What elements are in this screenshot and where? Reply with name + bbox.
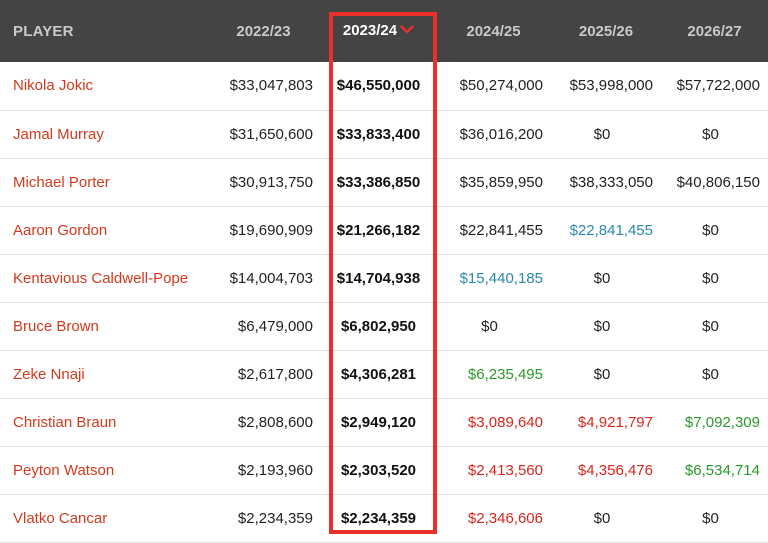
salary-cell-2025-26: $4,921,797 bbox=[577, 413, 653, 431]
salary-cell-2026-27: $7,092,309 bbox=[684, 413, 760, 431]
table-row: Nikola Jokic $33,047,803 $46,550,000 $50,27… bbox=[0, 62, 768, 110]
player-name-link[interactable]: Zeke Nnaji bbox=[13, 365, 85, 383]
salary-cell-2022-23: $2,193,960 bbox=[237, 461, 313, 479]
salary-cell-2025-26: $0 bbox=[593, 509, 611, 527]
salary-cell-2023-24: $6,802,950 bbox=[340, 317, 417, 335]
player-name-link[interactable]: Aaron Gordon bbox=[13, 221, 108, 239]
salary-cell-2025-26: $4,356,476 bbox=[577, 461, 653, 479]
salary-cell-2026-27: $0 bbox=[702, 125, 719, 143]
salary-cell-2024-25: $2,413,560 bbox=[467, 461, 543, 479]
salary-cell-2024-25: $50,274,000 bbox=[459, 77, 543, 95]
salary-cell-2025-26: $53,998,000 bbox=[569, 77, 653, 95]
player-name-link[interactable]: Vlatko Cancar bbox=[13, 509, 108, 527]
column-header-player[interactable]: PLAYER bbox=[13, 22, 74, 40]
salary-cell-2024-25: $2,346,606 bbox=[467, 509, 543, 527]
salary-cell-2023-24: $2,303,520 bbox=[340, 461, 417, 479]
table-row: Jamal Murray $31,650,600 $33,833,400 $36,01… bbox=[0, 110, 768, 158]
salary-cell-2026-27: $40,806,150 bbox=[676, 173, 760, 191]
chevron-down-icon bbox=[400, 21, 414, 38]
salary-cell-2025-26: $22,841,455 bbox=[569, 221, 653, 239]
salary-cell-2026-27: $0 bbox=[702, 269, 719, 287]
player-name-link[interactable]: Peyton Watson bbox=[13, 461, 115, 479]
column-header-2025-26[interactable]: 2025/26 bbox=[578, 22, 634, 40]
player-name-link[interactable]: Bruce Brown bbox=[13, 317, 99, 335]
salary-cell-2026-27: $57,722,000 bbox=[676, 77, 760, 95]
column-header-2026-27[interactable]: 2026/27 bbox=[687, 22, 742, 40]
salary-cell-2025-26: $0 bbox=[593, 365, 611, 383]
player-name-link[interactable]: Jamal Murray bbox=[13, 125, 104, 143]
table-row: Vlatko Cancar $2,234,359 $2,234,359 $2,346,… bbox=[0, 494, 768, 542]
salary-cell-2023-24: $33,833,400 bbox=[336, 125, 421, 143]
salary-cell-2022-23: $31,650,600 bbox=[229, 125, 313, 143]
salary-cell-2024-25: $6,235,495 bbox=[467, 365, 543, 383]
salary-cell-2022-23: $6,479,000 bbox=[237, 317, 313, 335]
salary-cell-2022-23: $14,004,703 bbox=[229, 269, 313, 287]
table-row: Kentavious Caldwell-Pope $14,004,703 $14,7… bbox=[0, 254, 768, 302]
salary-cell-2022-23: $2,234,359 bbox=[237, 509, 313, 527]
salary-cell-2023-24: $14,704,938 bbox=[336, 269, 421, 287]
salary-cell-2026-27: $0 bbox=[702, 365, 719, 383]
player-name-link[interactable]: Nikola Jokic bbox=[13, 77, 94, 95]
salary-cell-2024-25: $15,440,185 bbox=[459, 269, 543, 287]
table-header: PLAYER 2022/23 2023/24 2024/25 2025/26 2… bbox=[0, 0, 768, 62]
salary-cell-2026-27: $0 bbox=[702, 317, 719, 335]
salary-cell-2023-24: $2,949,120 bbox=[340, 413, 417, 431]
player-name-link[interactable]: Kentavious Caldwell-Pope bbox=[13, 269, 189, 287]
salary-cell-2025-26: $38,333,050 bbox=[569, 173, 653, 191]
salary-cell-2026-27: $6,534,714 bbox=[684, 461, 760, 479]
salary-cell-2023-24: $2,234,359 bbox=[340, 509, 417, 527]
salary-cell-2023-24: $46,550,000 bbox=[336, 77, 421, 95]
salary-cell-2026-27: $0 bbox=[702, 509, 719, 527]
column-header-2024-25[interactable]: 2024/25 bbox=[466, 22, 521, 40]
table-row: Bruce Brown $6,479,000 $6,802,950 $0 $0 $0 bbox=[0, 302, 768, 350]
salary-cell-2022-23: $19,690,909 bbox=[229, 221, 313, 239]
column-header-2023-24-label: 2023/24 bbox=[342, 22, 398, 40]
salary-cell-2022-23: $33,047,803 bbox=[229, 77, 313, 95]
salary-cell-2024-25: $0 bbox=[481, 317, 498, 335]
player-name-link[interactable]: Christian Braun bbox=[13, 413, 117, 431]
player-name-link[interactable]: Michael Porter bbox=[13, 173, 110, 191]
salary-cell-2023-24: $4,306,281 bbox=[340, 365, 417, 383]
column-header-2023-24[interactable]: 2023/24 bbox=[321, 0, 436, 62]
salary-cell-2022-23: $30,913,750 bbox=[229, 173, 313, 191]
column-header-2022-23[interactable]: 2022/23 bbox=[236, 22, 291, 40]
table-row: Christian Braun $2,808,600 $2,949,120 $3,08… bbox=[0, 398, 768, 446]
table-body: Nikola Jokic $33,047,803 $46,550,000 $50,27… bbox=[0, 62, 768, 542]
table-row: Michael Porter $30,913,750 $33,386,850 $35,… bbox=[0, 158, 768, 206]
table-row: Aaron Gordon $19,690,909 $21,266,182 $22,84… bbox=[0, 206, 768, 254]
salary-cell-2023-24: $21,266,182 bbox=[336, 221, 421, 239]
salary-cell-2022-23: $2,617,800 bbox=[237, 365, 313, 383]
salary-cell-2024-25: $35,859,950 bbox=[459, 173, 543, 191]
salary-cell-2026-27: $0 bbox=[702, 221, 719, 239]
salary-cell-2025-26: $0 bbox=[593, 317, 611, 335]
salary-cell-2022-23: $2,808,600 bbox=[237, 413, 313, 431]
salary-cell-2025-26: $0 bbox=[593, 125, 611, 143]
salary-cell-2025-26: $0 bbox=[593, 269, 611, 287]
header-row: PLAYER 2022/23 2023/24 2024/25 2025/26 2… bbox=[0, 0, 768, 62]
salary-cell-2024-25: $22,841,455 bbox=[459, 221, 543, 239]
table-row: Peyton Watson $2,193,960 $2,303,520 $2,413,… bbox=[0, 446, 768, 494]
salary-cell-2024-25: $3,089,640 bbox=[467, 413, 543, 431]
salary-cell-2023-24: $33,386,850 bbox=[336, 173, 421, 191]
table-row: Zeke Nnaji $2,617,800 $4,306,281 $6,235,495… bbox=[0, 350, 768, 398]
salary-cell-2024-25: $36,016,200 bbox=[459, 125, 543, 143]
